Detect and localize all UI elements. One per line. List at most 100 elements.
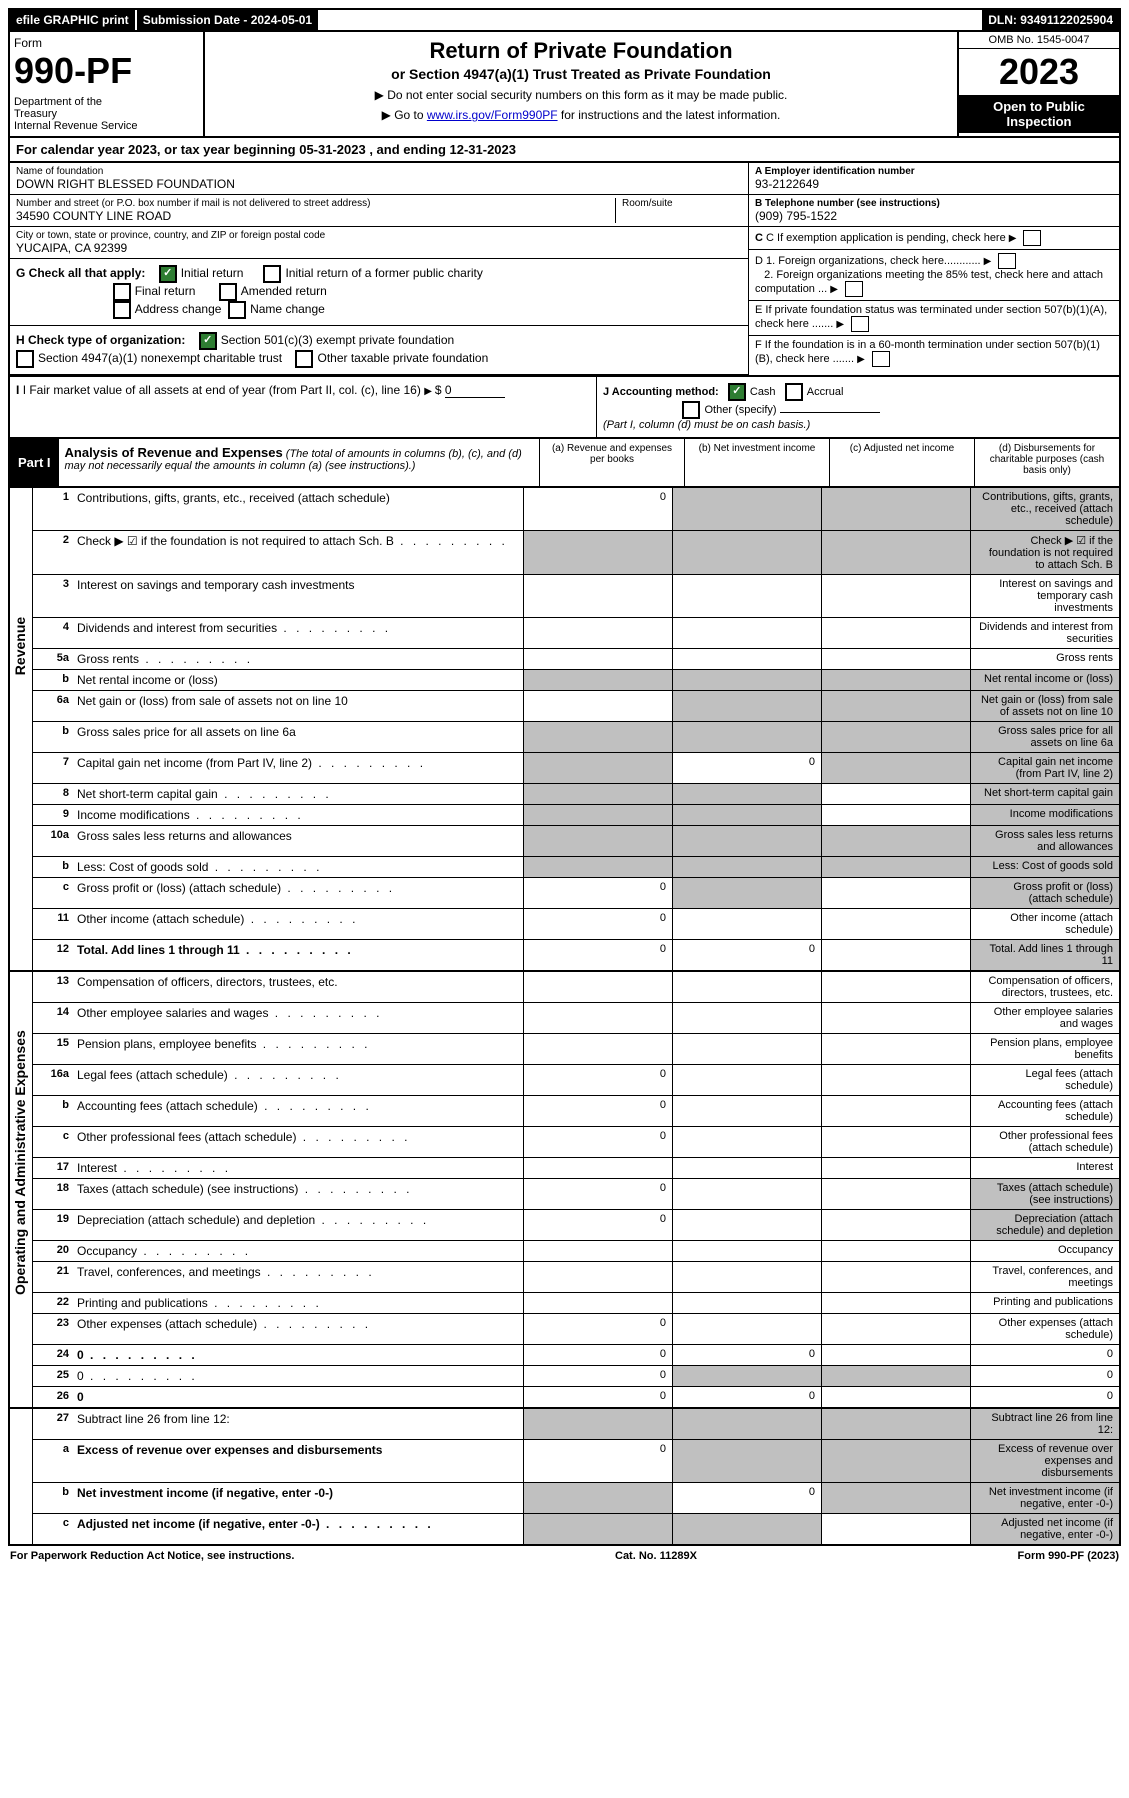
f-checkbox[interactable] — [872, 351, 890, 367]
line-description: Interest on savings and temporary cash i… — [73, 575, 523, 617]
cash-checkbox[interactable] — [728, 383, 746, 401]
line-number: 17 — [33, 1158, 73, 1178]
line-number: c — [33, 1127, 73, 1157]
col-d-value: Accounting fees (attach schedule) — [970, 1096, 1119, 1126]
line-21: 21Travel, conferences, and meetingsTrave… — [33, 1262, 1119, 1293]
line-12: 12Total. Add lines 1 through 1100Total. … — [33, 940, 1119, 970]
col-c-value — [821, 1483, 970, 1513]
form-subtitle: or Section 4947(a)(1) Trust Treated as P… — [211, 66, 951, 82]
col-d-value: Adjusted net income (if negative, enter … — [970, 1514, 1119, 1544]
top-bar: efile GRAPHIC print Submission Date - 20… — [8, 8, 1121, 32]
line-a: aExcess of revenue over expenses and dis… — [33, 1440, 1119, 1483]
col-a-value: 0 — [523, 1366, 672, 1386]
col-b-value: 0 — [672, 1387, 821, 1407]
col-c-value — [821, 618, 970, 648]
accrual-checkbox[interactable] — [785, 383, 803, 401]
line-c: c Other professional fees (attach schedul… — [33, 1127, 1119, 1158]
line-number: b — [33, 857, 73, 877]
col-a-value — [523, 1514, 672, 1544]
line-description: Gross sales less returns and allowances — [73, 826, 523, 856]
col-d-value: Other professional fees (attach schedule… — [970, 1127, 1119, 1157]
form-note-2: ▶ Go to www.irs.gov/Form990PF for instru… — [211, 108, 951, 122]
501c3-checkbox[interactable] — [199, 332, 217, 350]
col-a-value — [523, 857, 672, 877]
line-4: 4Dividends and interest from securitiesD… — [33, 618, 1119, 649]
department: Department of theTreasuryInternal Revenu… — [14, 96, 199, 132]
amended-return-checkbox[interactable] — [219, 283, 237, 301]
line-b: bNet rental income or (loss)Net rental i… — [33, 670, 1119, 691]
initial-return-checkbox[interactable] — [159, 265, 177, 283]
col-d-value: Gross sales less returns and allowances — [970, 826, 1119, 856]
col-d-value: Net rental income or (loss) — [970, 670, 1119, 690]
col-a-value — [523, 1293, 672, 1313]
form-number: 990-PF — [14, 50, 199, 92]
other-method-checkbox[interactable] — [682, 401, 700, 419]
col-d-value: Gross sales price for all assets on line… — [970, 722, 1119, 752]
line-description: Accounting fees (attach schedule) — [73, 1096, 523, 1126]
col-c-value — [821, 1387, 970, 1407]
final-return-checkbox[interactable] — [113, 283, 131, 301]
col-c-value — [821, 1262, 970, 1292]
col-d-value: Net short-term capital gain — [970, 784, 1119, 804]
line-10a: 10aGross sales less returns and allowanc… — [33, 826, 1119, 857]
c-checkbox[interactable] — [1023, 230, 1041, 246]
tax-year: 2023 — [959, 49, 1119, 95]
line-7: 7Capital gain net income (from Part IV, … — [33, 753, 1119, 784]
irs-link[interactable]: www.irs.gov/Form990PF — [427, 108, 558, 122]
line-25: 25000 — [33, 1366, 1119, 1387]
col-a-value — [523, 618, 672, 648]
col-a-value: 0 — [523, 1345, 672, 1365]
col-d-value: Gross profit or (loss) (attach schedule) — [970, 878, 1119, 908]
col-b-value — [672, 1241, 821, 1261]
col-d-value: Less: Cost of goods sold — [970, 857, 1119, 877]
omb-number: OMB No. 1545-0047 — [959, 32, 1119, 49]
foundation-name: DOWN RIGHT BLESSED FOUNDATION — [16, 177, 742, 191]
e-checkbox[interactable] — [851, 316, 869, 332]
col-c-value — [821, 670, 970, 690]
other-taxable-checkbox[interactable] — [295, 350, 313, 368]
line-description: Pension plans, employee benefits — [73, 1034, 523, 1064]
line-1: 1Contributions, gifts, grants, etc., rec… — [33, 488, 1119, 531]
section-c: C C If exemption application is pending,… — [749, 227, 1119, 250]
line-b: bLess: Cost of goods soldLess: Cost of g… — [33, 857, 1119, 878]
calendar-year: For calendar year 2023, or tax year begi… — [8, 138, 1121, 163]
name-change-checkbox[interactable] — [228, 301, 246, 319]
col-a-header: (a) Revenue and expenses per books — [539, 439, 684, 486]
line-description: Other employee salaries and wages — [73, 1003, 523, 1033]
col-a-value: 0 — [523, 1314, 672, 1344]
city: YUCAIPA, CA 92399 — [16, 241, 742, 255]
line-description: Net gain or (loss) from sale of assets n… — [73, 691, 523, 721]
line-6a: 6aNet gain or (loss) from sale of assets… — [33, 691, 1119, 722]
line-description: 0 — [73, 1345, 523, 1365]
line-5a: 5aGross rentsGross rents — [33, 649, 1119, 670]
col-b-value — [672, 1514, 821, 1544]
initial-former-checkbox[interactable] — [263, 265, 281, 283]
col-d-value: Printing and publications — [970, 1293, 1119, 1313]
line-number: 27 — [33, 1409, 73, 1439]
col-d-value: Depreciation (attach schedule) and deple… — [970, 1210, 1119, 1240]
col-c-value — [821, 1179, 970, 1209]
line-description: Gross profit or (loss) (attach schedule) — [73, 878, 523, 908]
line-description: Capital gain net income (from Part IV, l… — [73, 753, 523, 783]
line-11: 11Other income (attach schedule)0Other i… — [33, 909, 1119, 940]
line-b: bGross sales price for all assets on lin… — [33, 722, 1119, 753]
line-16a: 16aLegal fees (attach schedule)0Legal fe… — [33, 1065, 1119, 1096]
col-c-value — [821, 826, 970, 856]
col-d-value: Occupancy — [970, 1241, 1119, 1261]
ein: 93-2122649 — [755, 177, 1113, 191]
form-word: Form — [14, 36, 199, 50]
col-a-value — [523, 784, 672, 804]
4947-checkbox[interactable] — [16, 350, 34, 368]
line-17: 17InterestInterest — [33, 1158, 1119, 1179]
line-number: 15 — [33, 1034, 73, 1064]
col-a-value: 0 — [523, 1096, 672, 1126]
address-change-checkbox[interactable] — [113, 301, 131, 319]
line-14: 14Other employee salaries and wagesOther… — [33, 1003, 1119, 1034]
col-b-value — [672, 1065, 821, 1095]
line-number: 4 — [33, 618, 73, 648]
d1-checkbox[interactable] — [998, 253, 1016, 269]
col-d-value: Interest on savings and temporary cash i… — [970, 575, 1119, 617]
d2-checkbox[interactable] — [845, 281, 863, 297]
line-8: 8Net short-term capital gainNet short-te… — [33, 784, 1119, 805]
line-description: 0 — [73, 1387, 523, 1407]
